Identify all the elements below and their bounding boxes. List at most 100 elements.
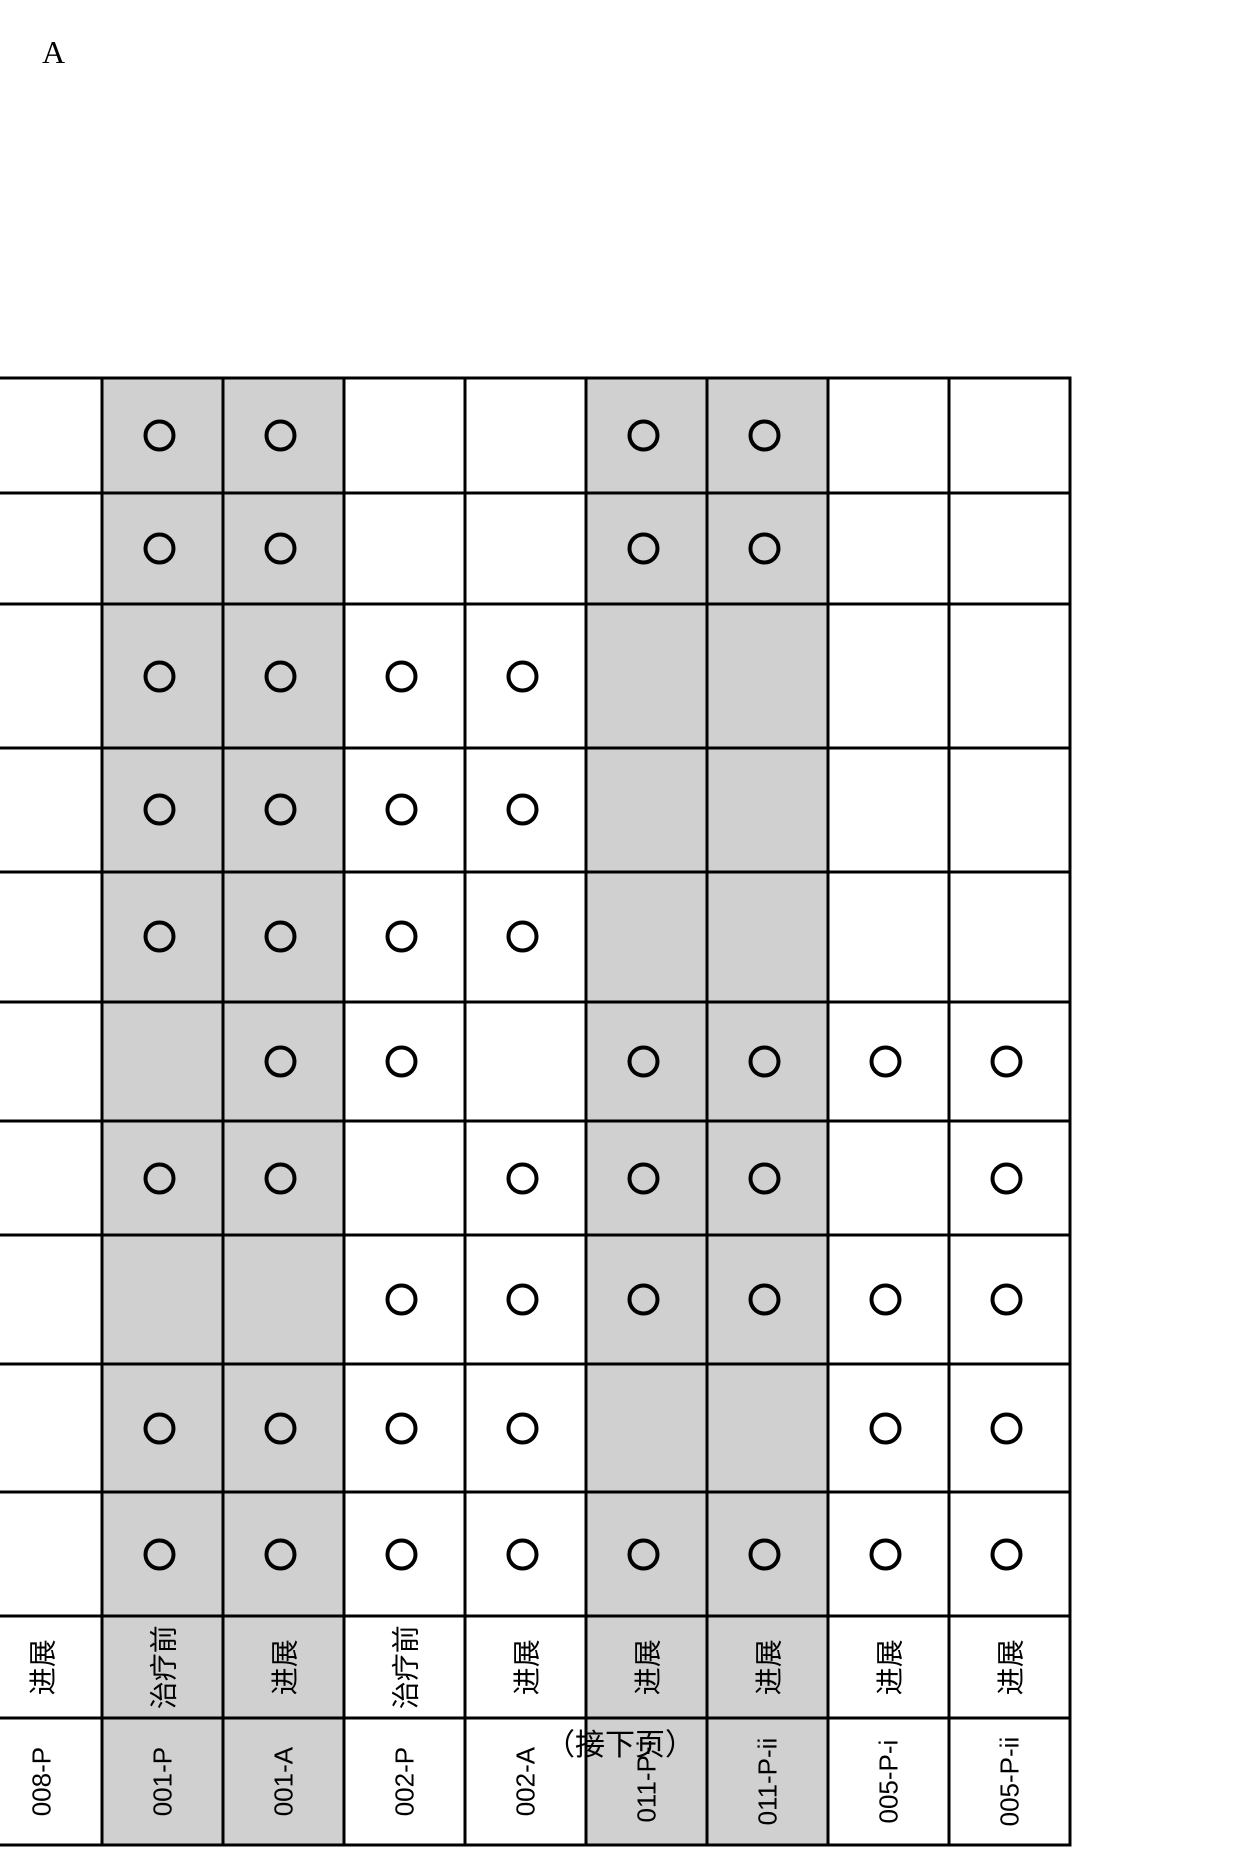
marker-cell — [0, 1364, 102, 1493]
circle-marker-icon — [506, 1162, 538, 1194]
circle-marker-icon — [506, 660, 538, 692]
marker-cell — [949, 872, 1070, 1002]
circle-marker-icon — [748, 1538, 780, 1570]
marker-cell — [0, 748, 102, 872]
table-row: 005-P-ii进展 — [949, 378, 1070, 1845]
circle-marker-icon — [990, 1046, 1022, 1078]
circle-marker-icon — [264, 660, 296, 692]
circle-marker-icon — [627, 1162, 659, 1194]
marker-cell — [102, 1235, 223, 1364]
source-cell: 治疗前 — [102, 1616, 223, 1718]
marker-cell — [949, 1235, 1070, 1364]
circle-marker-icon — [990, 1538, 1022, 1570]
circle-marker-icon — [385, 1412, 417, 1444]
marker-cell — [707, 378, 828, 493]
marker-cell — [707, 1364, 828, 1493]
circle-marker-icon — [385, 1046, 417, 1078]
marker-cell — [465, 604, 586, 748]
circle-marker-icon — [748, 1162, 780, 1194]
table-body: 008-P进展001-P治疗前001-A进展002-P治疗前002-A进展011… — [0, 378, 1070, 1845]
table-row: 008-P进展 — [0, 378, 102, 1845]
circle-marker-icon — [385, 1283, 417, 1315]
marker-cell — [949, 493, 1070, 604]
marker-cell — [223, 378, 344, 493]
marker-cell — [707, 1121, 828, 1235]
marker-cell — [586, 1121, 707, 1235]
circle-marker-icon — [627, 532, 659, 564]
table-row: 001-P治疗前 — [102, 378, 223, 1845]
marker-cell — [949, 1364, 1070, 1493]
circle-marker-icon — [385, 1538, 417, 1570]
table-row: 001-A进展 — [223, 378, 344, 1845]
marker-cell — [828, 1121, 949, 1235]
marker-cell — [828, 1364, 949, 1493]
marker-cell — [223, 1235, 344, 1364]
marker-cell — [344, 604, 465, 748]
source-cell: 进展 — [949, 1616, 1070, 1718]
circle-marker-icon — [385, 921, 417, 953]
circle-marker-icon — [627, 1283, 659, 1315]
marker-cell — [586, 378, 707, 493]
marker-cell — [707, 1002, 828, 1121]
marker-cell — [828, 378, 949, 493]
circle-marker-icon — [748, 1283, 780, 1315]
marker-cell — [0, 378, 102, 493]
circle-marker-icon — [506, 1412, 538, 1444]
marker-cell — [102, 1002, 223, 1121]
marker-cell — [223, 1121, 344, 1235]
gene-marker-table: 患者/样本标识号 来源 MYCN LRP1B PTCH1 SMO TERT CH… — [0, 377, 1072, 1847]
marker-cell — [223, 1002, 344, 1121]
marker-cell — [707, 748, 828, 872]
marker-cell — [344, 872, 465, 1002]
marker-cell — [465, 493, 586, 604]
marker-cell — [586, 872, 707, 1002]
circle-marker-icon — [990, 1283, 1022, 1315]
marker-cell — [586, 1002, 707, 1121]
marker-cell — [102, 872, 223, 1002]
marker-cell — [586, 1235, 707, 1364]
marker-cell — [465, 748, 586, 872]
marker-cell — [102, 493, 223, 604]
circle-marker-icon — [143, 1162, 175, 1194]
continued-note: （接下页） — [40, 1720, 1200, 1764]
circle-marker-icon — [990, 1162, 1022, 1194]
marker-cell — [465, 872, 586, 1002]
circle-marker-icon — [264, 921, 296, 953]
circle-marker-icon — [143, 660, 175, 692]
marker-cell — [223, 604, 344, 748]
circle-marker-icon — [748, 419, 780, 451]
source-cell: 进展 — [828, 1616, 949, 1718]
marker-cell — [828, 872, 949, 1002]
marker-cell — [223, 1492, 344, 1616]
marker-cell — [0, 493, 102, 604]
marker-cell — [344, 378, 465, 493]
marker-cell — [0, 604, 102, 748]
circle-marker-icon — [627, 419, 659, 451]
marker-cell — [344, 1364, 465, 1493]
circle-marker-icon — [748, 1046, 780, 1078]
marker-cell — [586, 604, 707, 748]
circle-marker-icon — [506, 794, 538, 826]
marker-cell — [586, 1364, 707, 1493]
circle-marker-icon — [143, 921, 175, 953]
circle-marker-icon — [143, 532, 175, 564]
table-row: 011-P-i进展 — [586, 378, 707, 1845]
marker-cell — [707, 1492, 828, 1616]
source-cell: 治疗前 — [344, 1616, 465, 1718]
circle-marker-icon — [264, 1538, 296, 1570]
marker-cell — [949, 1121, 1070, 1235]
circle-marker-icon — [143, 419, 175, 451]
marker-cell — [465, 1121, 586, 1235]
circle-marker-icon — [264, 1162, 296, 1194]
marker-cell — [0, 1002, 102, 1121]
marker-cell — [0, 1121, 102, 1235]
marker-cell — [828, 493, 949, 604]
marker-cell — [465, 1002, 586, 1121]
circle-marker-icon — [506, 921, 538, 953]
source-cell: 进展 — [586, 1616, 707, 1718]
marker-cell — [223, 493, 344, 604]
marker-cell — [586, 493, 707, 604]
marker-cell — [465, 1364, 586, 1493]
marker-cell — [102, 1364, 223, 1493]
circle-marker-icon — [264, 794, 296, 826]
